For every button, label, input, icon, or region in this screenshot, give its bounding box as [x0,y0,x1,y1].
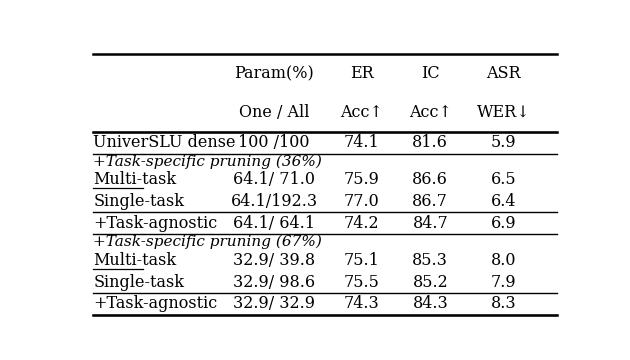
Text: 32.9/ 32.9: 32.9/ 32.9 [233,296,315,312]
Text: +Task-specific pruning (67%): +Task-specific pruning (67%) [93,235,323,249]
Text: Multi-task: Multi-task [93,252,176,269]
Text: ER: ER [350,65,374,82]
Text: ASR: ASR [486,65,521,82]
Text: 64.1/ 71.0: 64.1/ 71.0 [233,171,315,188]
Text: 86.6: 86.6 [413,171,448,188]
Text: Param(%): Param(%) [234,65,314,82]
Text: 84.7: 84.7 [413,215,448,232]
Text: 64.1/ 64.1: 64.1/ 64.1 [233,215,315,232]
Text: +Task-agnostic: +Task-agnostic [93,296,217,312]
Text: 74.1: 74.1 [344,134,380,151]
Text: 100 /100: 100 /100 [238,134,310,151]
Text: 6.9: 6.9 [491,215,517,232]
Text: 64.1/192.3: 64.1/192.3 [231,193,318,210]
Text: 77.0: 77.0 [344,193,380,210]
Text: Acc↑: Acc↑ [340,104,384,121]
Text: 75.1: 75.1 [344,252,380,269]
Text: 74.3: 74.3 [344,296,380,312]
Text: 84.3: 84.3 [413,296,448,312]
Text: IC: IC [421,65,440,82]
Text: Single-task: Single-task [93,274,185,291]
Text: UniverSLU dense: UniverSLU dense [93,134,236,151]
Text: 8.3: 8.3 [491,296,517,312]
Text: WER↓: WER↓ [477,104,530,121]
Text: 5.9: 5.9 [491,134,517,151]
Text: 86.7: 86.7 [413,193,448,210]
Text: One / All: One / All [239,104,309,121]
Text: 6.4: 6.4 [491,193,516,210]
Text: Acc↑: Acc↑ [409,104,452,121]
Text: 6.5: 6.5 [491,171,517,188]
Text: 7.9: 7.9 [491,274,517,291]
Text: 8.0: 8.0 [491,252,516,269]
Text: 32.9/ 39.8: 32.9/ 39.8 [233,252,315,269]
Text: 74.2: 74.2 [344,215,380,232]
Text: 75.9: 75.9 [344,171,380,188]
Text: 85.3: 85.3 [413,252,448,269]
Text: 32.9/ 98.6: 32.9/ 98.6 [233,274,315,291]
Text: 75.5: 75.5 [344,274,380,291]
Text: +Task-specific pruning (36%): +Task-specific pruning (36%) [93,154,323,168]
Text: Multi-task: Multi-task [93,171,176,188]
Text: +Task-agnostic: +Task-agnostic [93,215,217,232]
Text: Single-task: Single-task [93,193,185,210]
Text: 85.2: 85.2 [413,274,448,291]
Text: 81.6: 81.6 [413,134,448,151]
